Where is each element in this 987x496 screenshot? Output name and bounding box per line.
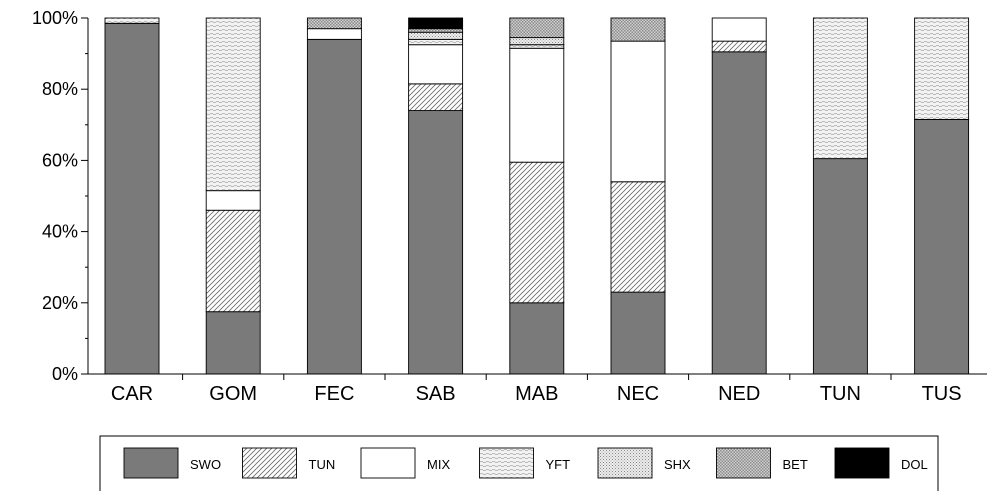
legend-swatch-shx [597,447,653,479]
x-tick-label: TUN [820,383,861,405]
bars-layer [104,17,970,375]
legend-frame [99,435,939,491]
bar-segment-sab-mix [408,44,464,85]
bar-segment-gom-tun [205,209,261,313]
bar-segment-mab-shx [509,37,565,46]
bar-segment-sab-tun [408,83,464,112]
bar-segment-car-yft [104,17,160,24]
bar-group-mab [509,17,565,375]
legend-label: SHX [664,457,691,472]
legend-swatch-tun [242,447,297,479]
bar-segment-gom-mix [205,190,261,211]
y-tick-label: 100% [32,8,78,28]
y-tick-label: 80% [42,79,78,99]
x-tick-label: TUS [922,383,962,405]
legend-label: MIX [427,457,450,472]
bar-segment-sab-yft [408,38,464,46]
legend-swatch-swo [123,447,179,479]
bar-group-sab [408,17,464,375]
bar-segment-car-swo [104,22,160,375]
legend-item-dol: DOL [834,447,928,479]
y-tick-label: 40% [42,222,78,242]
y-tick-label: 60% [42,150,78,170]
bar-segment-mab-bet [509,17,565,39]
bar-segment-mab-yft [509,44,565,49]
bar-segment-mab-tun [509,161,565,304]
bar-segment-nec-swo [610,291,666,375]
legend-item-swo: SWO [123,447,221,479]
bar-segment-ned-mix [711,17,767,42]
legend: SWO TUN MIX YFT SHX BET DOL [99,435,939,491]
legend-swatch-bet [716,447,771,479]
bar-segment-nec-mix [610,40,666,183]
bar-segment-gom-swo [205,311,261,375]
x-tick-label: CAR [111,383,153,405]
y-tick-label: 0% [52,364,78,384]
bar-segment-ned-swo [711,51,767,375]
legend-item-tun: TUN [242,447,336,479]
bar-group-tun [812,17,868,375]
bar-segment-mab-mix [509,47,565,163]
bar-segment-gom-yft [205,17,261,192]
x-tick-label: NEC [617,383,659,405]
legend-item-shx: SHX [597,447,691,479]
bar-segment-sab-bet [408,28,464,33]
legend-label: YFT [546,457,571,472]
bar-segment-tus-yft [914,17,970,120]
x-tick-label: GOM [209,383,257,405]
bar-group-nec [610,17,666,375]
legend-swatch-mix [360,447,416,479]
bar-segment-fec-bet [306,17,362,30]
bar-segment-sab-dol [408,17,464,30]
bar-group-gom [205,17,261,375]
bar-segment-tus-swo [914,119,970,375]
bar-segment-fec-mix [306,28,362,40]
bar-segment-nec-tun [610,181,666,293]
y-tick-label: 20% [42,293,78,313]
legend-item-bet: BET [716,447,808,479]
x-tick-label: NED [718,383,760,405]
legend-item-yft: YFT [479,447,571,479]
bar-group-car [104,17,160,375]
axes-layer: 0% 20% 40% 60% 80% 100% CAR GOM FEC SAB MAB NEC NED T… [32,8,987,405]
legend-swatch-dol [834,447,890,479]
legend-swatch-yft [479,447,534,479]
bar-group-tus [914,17,970,375]
bar-segment-ned-tun [711,40,767,53]
bar-segment-nec-bet [610,17,666,42]
bar-group-fec [306,17,362,375]
x-tick-label: SAB [416,383,456,405]
bar-segment-fec-swo [306,38,362,375]
bar-group-ned [711,17,767,375]
legend-label: SWO [190,457,221,472]
bar-segment-sab-swo [408,110,464,375]
x-tick-label: MAB [515,383,558,405]
x-tick-label: FEC [314,383,354,405]
legend-label: TUN [309,457,336,472]
bar-segment-tun-swo [812,158,868,375]
legend-label: BET [783,457,808,472]
legend-item-mix: MIX [360,447,450,479]
bar-segment-tun-yft [812,17,868,160]
legend-label: DOL [901,457,928,472]
bar-segment-mab-swo [509,302,565,375]
bar-segment-sab-shx [408,31,464,40]
